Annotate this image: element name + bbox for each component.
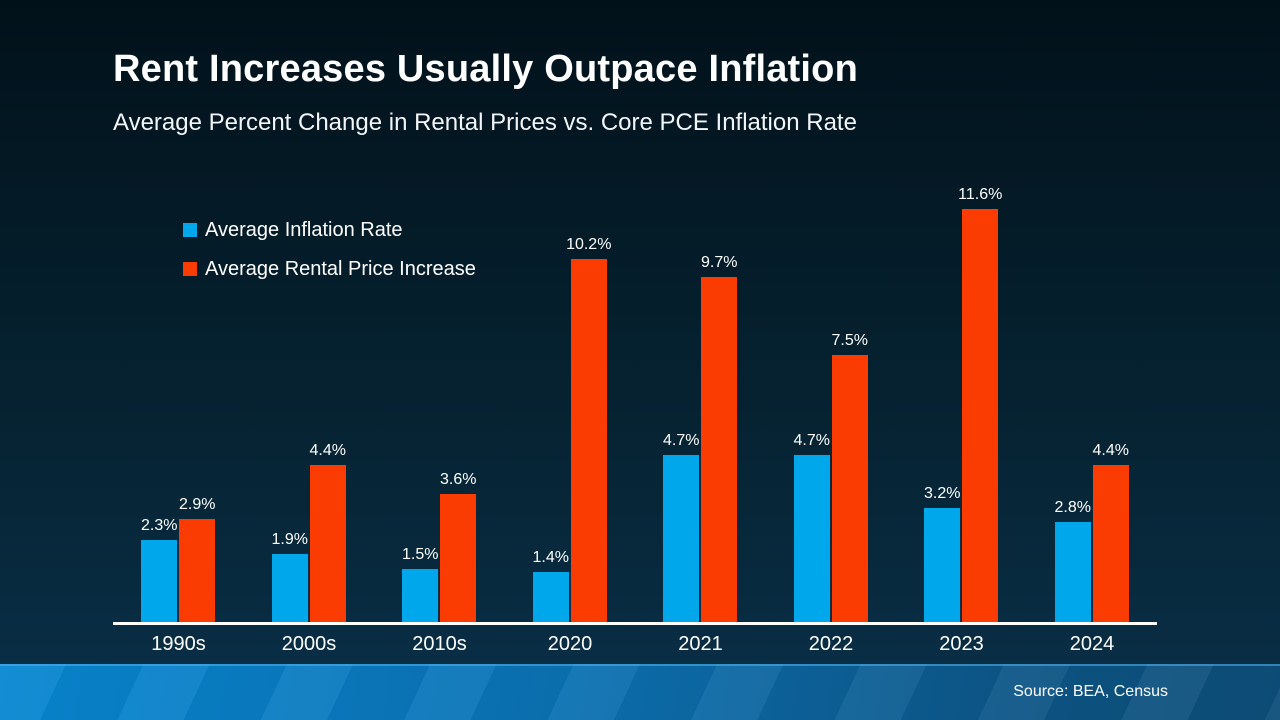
bar-rent-2021 [701, 277, 738, 622]
bar-value-label-rent-1990s: 2.9% [179, 496, 216, 513]
bar-rent-1990s [179, 519, 216, 622]
bar-value-label-rent-2000s: 4.4% [309, 442, 346, 459]
footer-stripes-decoration [0, 664, 1280, 720]
bar-value-label-rent-2023: 11.6% [958, 186, 1003, 203]
bar-inflation-2010s [402, 569, 439, 622]
x-axis-label-2010s: 2010s [412, 633, 467, 655]
bar-value-label-inflation-2022: 4.7% [793, 432, 830, 449]
bar-value-label-inflation-1990s: 2.3% [141, 517, 178, 534]
bar-value-label-rent-2022: 7.5% [831, 332, 868, 349]
bar-value-label-rent-2024: 4.4% [1092, 442, 1129, 459]
footer-band: Source: BEA, Census [0, 664, 1280, 720]
bar-inflation-2023 [924, 508, 961, 622]
x-axis-label-2021: 2021 [678, 633, 723, 655]
bar-rent-2022 [831, 355, 868, 622]
bar-inflation-1990s [141, 540, 178, 622]
bar-inflation-2000s [271, 554, 308, 622]
bar-value-label-rent-2020: 10.2% [566, 236, 612, 253]
bar-value-label-inflation-2023: 3.2% [924, 485, 961, 502]
legend-label-inflation: Average Inflation Rate [205, 218, 403, 241]
bar-value-label-inflation-2024: 2.8% [1054, 499, 1091, 516]
bar-inflation-2021 [663, 455, 700, 622]
legend-label-rent: Average Rental Price Increase [205, 257, 476, 280]
chart-legend: Average Inflation Rate Average Rental Pr… [183, 219, 476, 297]
legend-swatch-rent-icon [183, 262, 197, 276]
page-title: Rent Increases Usually Outpace Inflation [113, 48, 858, 90]
x-axis-label-2024: 2024 [1069, 633, 1115, 655]
bar-inflation-2024 [1054, 522, 1091, 622]
bar-rent-2024 [1092, 465, 1129, 622]
bar-inflation-2020 [532, 572, 569, 622]
bar-rent-2023 [962, 209, 999, 622]
footer-accent-line [0, 664, 1280, 666]
x-axis-label-2020: 2020 [547, 633, 593, 655]
x-axis-line [113, 622, 1157, 625]
bar-value-label-rent-2010s: 3.6% [440, 471, 477, 488]
bar-value-label-inflation-2020: 1.4% [532, 549, 569, 566]
legend-item-inflation: Average Inflation Rate [183, 219, 476, 241]
x-axis-label-2023: 2023 [939, 633, 984, 655]
legend-item-rent: Average Rental Price Increase [183, 258, 476, 280]
bar-inflation-2022 [793, 455, 830, 622]
bar-value-label-inflation-2021: 4.7% [663, 432, 700, 449]
page-subtitle: Average Percent Change in Rental Prices … [113, 109, 857, 136]
bar-rent-2000s [309, 465, 346, 622]
x-axis-label-1990s: 1990s [151, 633, 206, 655]
bar-rent-2010s [440, 494, 477, 622]
bar-value-label-inflation-2000s: 1.9% [271, 531, 308, 548]
legend-swatch-inflation-icon [183, 223, 197, 237]
bar-value-label-inflation-2010s: 1.5% [402, 546, 439, 563]
x-axis-label-2000s: 2000s [281, 633, 337, 655]
source-attribution: Source: BEA, Census [1013, 683, 1168, 700]
bar-rent-2020 [570, 259, 607, 622]
bar-value-label-rent-2021: 9.7% [701, 254, 738, 271]
x-axis-label-2022: 2022 [808, 633, 854, 655]
